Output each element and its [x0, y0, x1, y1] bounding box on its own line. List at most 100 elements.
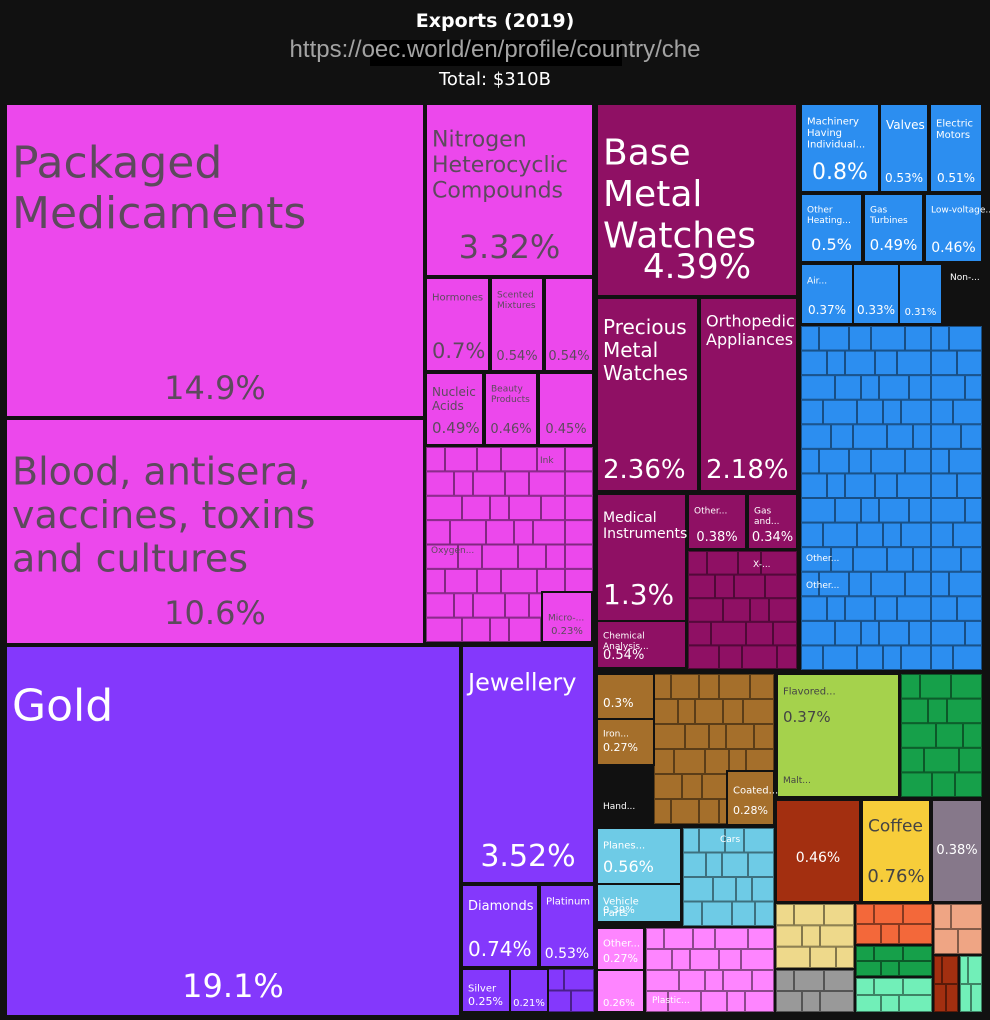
product-cell[interactable] — [490, 495, 509, 521]
product-cell[interactable] — [725, 828, 744, 853]
product-cell[interactable] — [777, 645, 797, 670]
product-cell[interactable] — [934, 984, 946, 1012]
product-cell[interactable] — [932, 772, 955, 798]
product-cell[interactable] — [957, 473, 982, 498]
tile-other-heating[interactable]: Other Heating... 0.5% — [800, 193, 863, 263]
product-cell[interactable] — [931, 473, 957, 498]
product-cell[interactable] — [942, 956, 958, 984]
product-cell[interactable] — [931, 498, 965, 523]
product-cell[interactable] — [688, 621, 711, 646]
product-cell[interactable] — [903, 946, 932, 961]
tile-unnamed-15[interactable]: 0.54% — [544, 277, 594, 372]
product-cell[interactable] — [827, 473, 845, 498]
product-cell[interactable] — [565, 520, 593, 545]
product-cell[interactable] — [953, 399, 982, 425]
product-cell[interactable] — [849, 326, 871, 351]
product-cell[interactable] — [949, 448, 982, 474]
tile-platinum[interactable]: Platinum 0.53% — [539, 884, 595, 968]
product-cell[interactable] — [905, 571, 931, 597]
product-cell[interactable] — [702, 901, 732, 926]
product-cell[interactable] — [754, 724, 774, 749]
product-cell[interactable] — [824, 904, 854, 926]
product-cell[interactable] — [931, 399, 953, 425]
tile-valves[interactable]: Valves 0.53% — [879, 103, 929, 193]
tile-unnamed-25[interactable]: 0.46% — [775, 799, 861, 903]
product-cell[interactable] — [746, 621, 773, 646]
product-cell[interactable] — [705, 970, 723, 991]
product-cell[interactable] — [879, 375, 909, 400]
product-cell[interactable] — [802, 925, 820, 947]
product-cell[interactable] — [565, 568, 593, 594]
product-cell[interactable] — [565, 471, 593, 496]
tile-nitrogen-heterocyclic-compounds[interactable]: Nitrogen Heterocyclic Compounds 3.32% — [425, 103, 594, 277]
product-cell[interactable] — [820, 991, 854, 1012]
product-cell[interactable] — [646, 949, 672, 970]
product-cell[interactable] — [736, 877, 752, 902]
tile-air[interactable]: Air... 0.37% — [800, 263, 854, 325]
product-cell[interactable] — [682, 774, 702, 799]
tile-coated[interactable]: Coated... 0.28% — [726, 770, 778, 826]
product-cell[interactable] — [905, 326, 931, 351]
product-cell[interactable] — [699, 799, 719, 824]
product-cell[interactable] — [883, 645, 901, 671]
product-cell[interactable] — [905, 448, 931, 474]
tile-hormones[interactable]: Hormones 0.7% — [425, 277, 490, 372]
product-cell[interactable] — [671, 674, 699, 699]
product-cell[interactable] — [490, 617, 509, 642]
product-cell[interactable] — [820, 925, 854, 947]
product-cell[interactable] — [931, 424, 961, 449]
product-cell[interactable] — [505, 471, 529, 496]
product-cell[interactable] — [734, 574, 765, 599]
product-cell[interactable] — [871, 326, 905, 351]
product-cell[interactable] — [801, 473, 827, 498]
product-cell[interactable] — [514, 520, 533, 545]
product-cell[interactable] — [654, 699, 678, 724]
product-cell[interactable] — [668, 991, 701, 1012]
product-cell[interactable] — [776, 970, 794, 991]
product-cell[interactable] — [765, 574, 797, 599]
product-cell[interactable] — [899, 924, 932, 944]
product-cell[interactable] — [794, 904, 824, 926]
product-cell[interactable] — [741, 949, 774, 970]
product-cell[interactable] — [901, 674, 920, 699]
tile-scented-mixtures[interactable]: Scented Mixtures 0.54% — [490, 277, 544, 372]
product-cell[interactable] — [794, 970, 824, 991]
tile-unnamed-33[interactable]: 0.31% — [898, 263, 943, 325]
product-cell[interactable] — [819, 571, 849, 597]
product-cell[interactable] — [831, 547, 853, 572]
product-cell[interactable] — [823, 399, 857, 425]
product-cell[interactable] — [769, 598, 797, 622]
product-cell[interactable] — [958, 929, 982, 954]
product-cell[interactable] — [477, 568, 501, 594]
product-cell[interactable] — [571, 990, 594, 1012]
product-cell[interactable] — [752, 877, 774, 902]
product-cell[interactable] — [901, 645, 931, 671]
tile-electric-motors[interactable]: Electric Motors 0.51% — [929, 103, 983, 193]
product-cell[interactable] — [931, 547, 961, 572]
product-cell[interactable] — [801, 571, 819, 597]
product-cell[interactable] — [664, 928, 693, 949]
product-cell[interactable] — [723, 970, 752, 991]
product-cell[interactable] — [819, 448, 849, 474]
product-cell[interactable] — [685, 724, 709, 749]
product-cell[interactable] — [971, 984, 982, 1012]
product-cell[interactable] — [679, 970, 705, 991]
product-cell[interactable] — [801, 350, 827, 376]
product-cell[interactable] — [897, 350, 931, 376]
product-cell[interactable] — [960, 956, 968, 984]
product-cell[interactable] — [715, 928, 748, 949]
product-cell[interactable] — [801, 498, 835, 523]
product-cell[interactable] — [426, 447, 445, 472]
tile-orthopedic-appliances[interactable]: Orthopedic Appliances 2.18% — [699, 297, 798, 492]
product-cell[interactable] — [881, 995, 899, 1012]
tile-unnamed-28[interactable]: 0.38% — [931, 799, 983, 903]
tile-unnamed-32[interactable]: 0.33% — [852, 263, 900, 325]
product-cell[interactable] — [801, 326, 819, 351]
product-cell[interactable] — [729, 749, 746, 774]
product-cell[interactable] — [901, 698, 928, 724]
product-cell[interactable] — [678, 699, 695, 724]
product-cell[interactable] — [931, 620, 965, 646]
product-cell[interactable] — [750, 674, 774, 699]
product-cell[interactable] — [683, 877, 713, 902]
product-cell[interactable] — [541, 495, 565, 521]
